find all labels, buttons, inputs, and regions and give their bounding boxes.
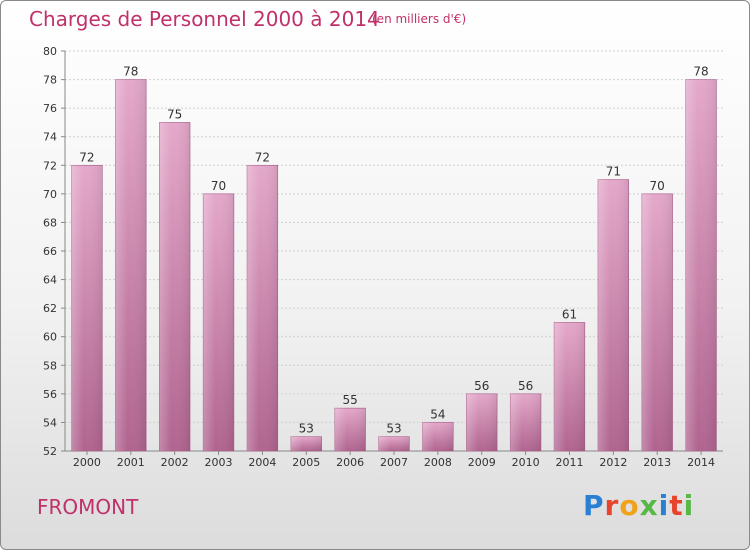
data-label: 53 (299, 422, 314, 436)
x-tick-label: 2008 (424, 456, 452, 469)
bar-shading (554, 322, 585, 451)
y-tick-label: 64 (43, 274, 57, 287)
logo-letter: i (683, 489, 695, 522)
x-tick-label: 2001 (117, 456, 145, 469)
x-tick-label: 2013 (643, 456, 671, 469)
logo-letter: i (658, 489, 670, 522)
y-tick-label: 68 (43, 216, 57, 229)
logo-letter: r (604, 489, 620, 522)
data-label: 61 (562, 307, 577, 321)
x-tick-label: 2009 (468, 456, 496, 469)
x-tick-label: 2003 (205, 456, 233, 469)
data-label: 78 (123, 65, 138, 79)
data-label: 75 (167, 107, 182, 121)
y-tick-label: 76 (43, 102, 57, 115)
bar-shading (510, 393, 541, 451)
y-tick-label: 78 (43, 74, 57, 87)
proxiti-logo[interactable]: Proxiti (583, 489, 694, 522)
data-label: 78 (693, 65, 708, 79)
bar-shading (247, 165, 278, 452)
x-tick-label: 2002 (161, 456, 189, 469)
chart-title: Charges de Personnel 2000 à 2014 (29, 7, 380, 31)
data-label: 72 (255, 150, 270, 164)
y-tick-label: 70 (43, 188, 57, 201)
data-label: 53 (386, 422, 401, 436)
logo-letter: x (639, 489, 659, 522)
y-tick-label: 60 (43, 331, 57, 344)
bar-shading (641, 193, 673, 451)
data-label: 70 (650, 179, 665, 193)
y-tick-label: 56 (43, 388, 57, 401)
bar-shading (466, 393, 498, 451)
x-tick-label: 2010 (512, 456, 540, 469)
x-tick-label: 2005 (292, 456, 320, 469)
data-label: 70 (211, 179, 226, 193)
bar-shading (71, 165, 103, 452)
bar-shading (115, 79, 147, 452)
y-tick-label: 66 (43, 245, 57, 258)
commune-name: FROMONT (37, 495, 139, 519)
bar-shading (203, 193, 234, 451)
logo-letter: t (669, 489, 684, 522)
x-tick-label: 2012 (599, 456, 627, 469)
bar-shading (159, 122, 191, 451)
data-label: 72 (79, 150, 94, 164)
data-label: 55 (342, 393, 357, 407)
bar-shading (290, 436, 322, 451)
data-label: 71 (606, 165, 621, 179)
bar-shading (334, 408, 366, 451)
x-tick-label: 2000 (73, 456, 101, 469)
bar-shading (422, 422, 454, 451)
y-tick-label: 72 (43, 159, 57, 172)
y-tick-label: 62 (43, 302, 57, 315)
data-label: 56 (474, 379, 489, 393)
y-tick-label: 74 (43, 131, 57, 144)
x-tick-label: 2014 (687, 456, 715, 469)
bar-shading (378, 436, 410, 451)
x-tick-label: 2011 (555, 456, 583, 469)
chart-subtitle: (en milliers d'€) (372, 12, 467, 26)
logo-letter: P (583, 489, 605, 522)
logo-letter: o (619, 489, 640, 522)
x-tick-label: 2004 (248, 456, 276, 469)
y-tick-label: 80 (43, 45, 57, 58)
y-tick-label: 52 (43, 445, 57, 458)
y-tick-label: 54 (43, 416, 57, 429)
x-tick-label: 2006 (336, 456, 364, 469)
data-label: 56 (518, 379, 533, 393)
y-tick-label: 58 (43, 359, 57, 372)
bar-shading (685, 79, 717, 452)
bar-shading (597, 179, 629, 452)
x-tick-label: 2007 (380, 456, 408, 469)
data-label: 54 (430, 407, 445, 421)
